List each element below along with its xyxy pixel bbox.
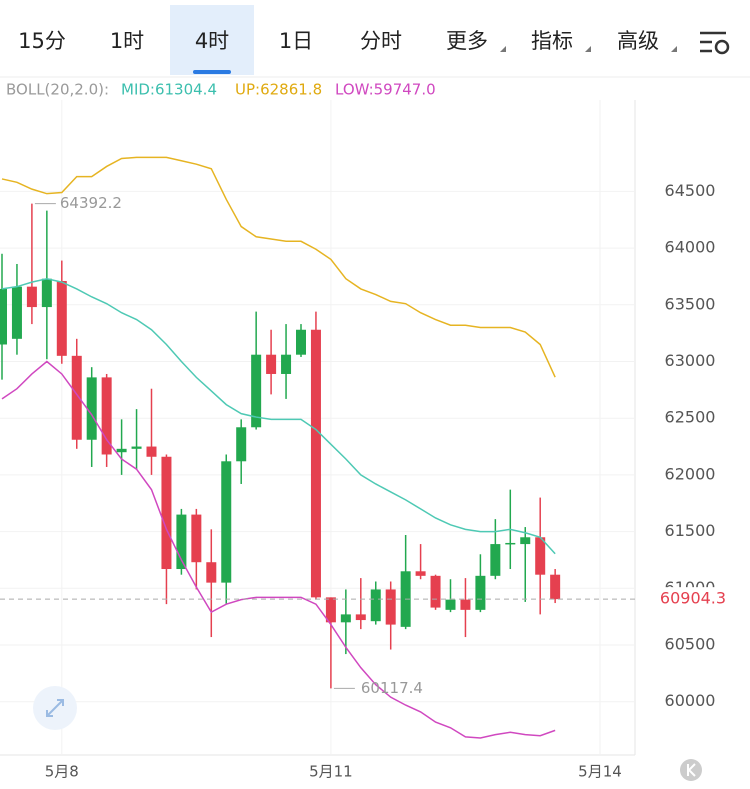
y-tick-label: 64000 (665, 238, 716, 257)
candle-body (176, 514, 187, 570)
tab-bar: 15分 1时 4时 1日 分时 更多 指标 高级 (18, 29, 677, 53)
candle-body (206, 562, 217, 583)
candle-body (236, 427, 247, 462)
candle-body (56, 280, 67, 356)
indicator-up: UP:62861.8 (235, 81, 322, 99)
tab[interactable]: 15分 (18, 29, 66, 53)
candle-body (71, 355, 82, 440)
dropdown-caret (671, 46, 677, 52)
tab[interactable]: 高级 (617, 29, 659, 53)
settings-icon[interactable] (700, 31, 730, 55)
candle-body (535, 537, 546, 575)
tab[interactable]: 1日 (279, 29, 313, 53)
low-annotation: 60117.4 (361, 679, 423, 697)
candle-body (460, 599, 471, 610)
candle-body (475, 575, 486, 610)
last-price-label: 60904.3 (660, 589, 726, 608)
y-tick-label: 62500 (665, 408, 716, 427)
candle-body (191, 514, 202, 563)
indicator-low: LOW:59747.0 (335, 81, 436, 99)
candle-body (355, 614, 366, 621)
x-tick-label: 5月8 (45, 763, 79, 781)
candle-body (221, 461, 232, 583)
x-tick-label: 5月14 (578, 763, 622, 781)
candle-body (41, 278, 52, 308)
candle-body (116, 448, 127, 453)
tab[interactable]: 分时 (360, 29, 402, 53)
tab[interactable]: 更多 (446, 29, 488, 53)
tab[interactable]: 1时 (110, 29, 144, 53)
tab[interactable]: 指标 (531, 29, 573, 53)
y-tick-label: 60000 (665, 691, 716, 710)
boll-line (1, 360, 556, 739)
candle-body (86, 377, 97, 440)
zoom-button[interactable] (33, 686, 77, 730)
selected-tab-indicator (193, 70, 231, 74)
tab[interactable]: 4时 (195, 29, 229, 53)
candle-body (266, 354, 277, 374)
y-tick-label: 61500 (665, 521, 716, 540)
dropdown-caret (500, 46, 506, 52)
selected-tab-bg (170, 5, 254, 75)
candle-body (26, 286, 37, 308)
candle-body (101, 377, 112, 455)
boll-line (1, 277, 556, 555)
candle-body (505, 542, 516, 545)
candle-body (310, 329, 321, 598)
candle-body (0, 288, 7, 345)
y-tick-label: 64500 (665, 181, 716, 200)
candle-body (296, 329, 306, 355)
candle-body (131, 446, 142, 449)
y-tick-label: 63500 (665, 294, 716, 313)
dropdown-caret (585, 46, 591, 52)
high-annotation: 64392.2 (60, 194, 122, 212)
candle-body (550, 574, 561, 600)
candle-body (325, 597, 336, 623)
candle-body (11, 286, 22, 339)
candle-body (490, 544, 501, 576)
candle-body (370, 589, 381, 622)
y-tick-label: 60500 (665, 635, 716, 654)
indicator-mid: MID:61304.4 (121, 81, 217, 99)
candle-body (520, 537, 531, 545)
y-tick-label: 62000 (665, 464, 716, 483)
last-price-bg (650, 587, 742, 612)
candle-body (445, 599, 456, 610)
indicator-name: BOLL(20,2.0): (6, 81, 109, 99)
y-tick-label: 63000 (665, 351, 716, 370)
candle-body (340, 614, 351, 623)
candle-body (385, 589, 396, 625)
x-tick-label: 5月11 (309, 763, 353, 781)
candle-body (415, 571, 426, 576)
scroll-end-button[interactable] (680, 759, 702, 781)
boll-line (1, 156, 556, 378)
candle-body (146, 446, 157, 457)
candle-body (161, 456, 172, 570)
candle-body (430, 575, 441, 608)
candle-body (281, 354, 292, 374)
candle-body (251, 354, 262, 428)
